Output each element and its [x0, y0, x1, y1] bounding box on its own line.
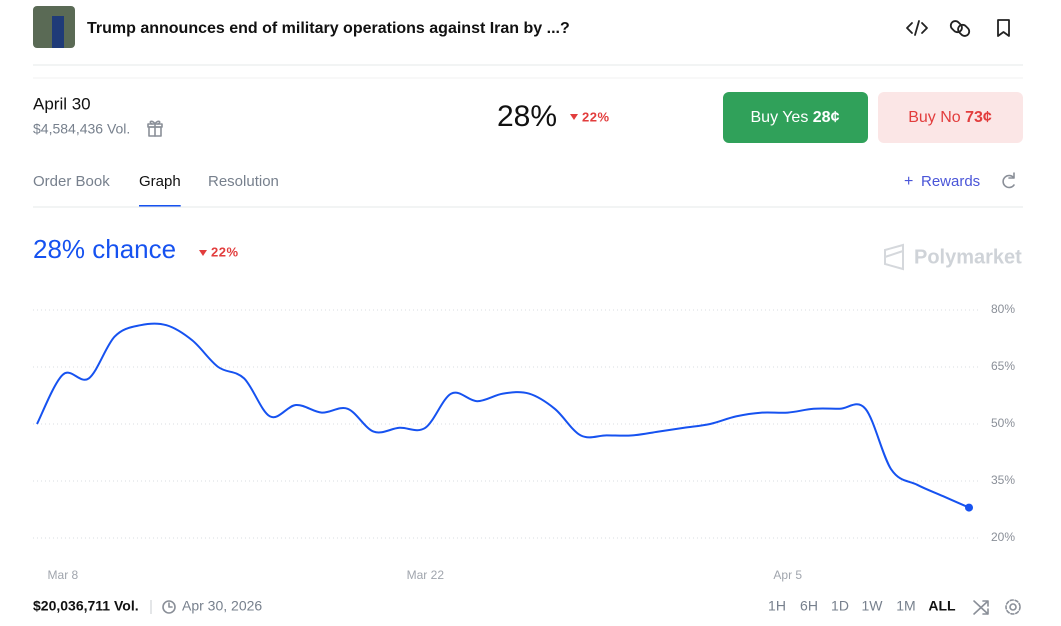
tab[interactable]: Order Book: [33, 173, 110, 190]
y-tick-label: 20%: [991, 530, 1015, 544]
buy-no-button[interactable]: Buy No 73¢: [878, 92, 1023, 143]
buy-no-price[interactable]: 73¢: [965, 109, 992, 126]
clock-icon: [162, 600, 176, 614]
tab-underline: [139, 205, 181, 207]
x-tick-label: Mar 22: [407, 568, 445, 582]
price-line: [36, 322, 970, 509]
range-option[interactable]: 1M: [896, 598, 915, 614]
tab[interactable]: Graph: [139, 173, 181, 190]
rewards-plus[interactable]: +: [904, 173, 913, 190]
link-icon[interactable]: [949, 19, 971, 38]
buy-no-label[interactable]: Buy No: [908, 109, 961, 126]
buy-yes-text[interactable]: Buy Yes 28¢: [751, 109, 840, 126]
range-option[interactable]: 6H: [800, 598, 818, 614]
bookmark-icon[interactable]: [997, 19, 1010, 37]
last-point: [965, 503, 973, 512]
tabs: Order Book Graph Resolution: [33, 173, 279, 207]
y-tick-label: 80%: [991, 302, 1015, 316]
down-arrow: [199, 250, 207, 256]
y-tick-label: 35%: [991, 473, 1015, 487]
total-volume: $20,036,711 Vol.: [33, 598, 139, 614]
chart-title: 28% chance: [33, 234, 176, 264]
buy-yes-label[interactable]: Buy Yes: [751, 109, 809, 126]
end-date: Apr 30, 2026: [182, 598, 262, 614]
embed-icon[interactable]: [906, 20, 928, 36]
refresh-icon[interactable]: [1002, 172, 1015, 189]
x-tick-label: Apr 5: [773, 568, 802, 582]
buy-yes-price[interactable]: 28¢: [813, 109, 840, 126]
range-selector: 1H 6H 1D 1W 1M ALL: [768, 598, 956, 614]
range-option[interactable]: 1H: [768, 598, 786, 614]
buy-yes-button[interactable]: Buy Yes 28¢: [723, 92, 868, 143]
range-option[interactable]: ALL: [928, 598, 956, 614]
rewards-link[interactable]: Rewards: [921, 173, 980, 190]
shuffle-icon[interactable]: [973, 600, 989, 615]
market-probability: 28%: [497, 100, 557, 133]
chart-change: 22%: [211, 244, 239, 259]
x-tick-label: Mar 8: [48, 568, 79, 582]
plot: 80% 65% 50% 35% 20% Mar 8 Mar 22 Apr 5: [33, 302, 1015, 582]
settings-icon[interactable]: [1005, 599, 1021, 615]
buy-yes-bg[interactable]: [723, 92, 868, 143]
thumbnail-figure: [52, 16, 64, 48]
market-volume: $4,584,436 Vol.: [33, 121, 130, 137]
brand-name: Polymarket: [914, 246, 1022, 268]
range-option[interactable]: 1D: [831, 598, 849, 614]
buy-no-bg[interactable]: [878, 92, 1023, 143]
market-title: Trump announces end of military operatio…: [87, 20, 570, 37]
y-tick-label: 65%: [991, 359, 1015, 373]
market-change: 22%: [582, 109, 610, 124]
market-date: April 30: [33, 94, 91, 113]
buy-no-text[interactable]: Buy No 73¢: [908, 109, 992, 126]
range-option[interactable]: 1W: [862, 598, 884, 614]
tab[interactable]: Resolution: [208, 173, 279, 190]
down-arrow: [570, 114, 578, 120]
gift-icon[interactable]: [147, 120, 163, 137]
y-tick-label: 50%: [991, 416, 1015, 430]
brand-logo: [884, 243, 904, 271]
